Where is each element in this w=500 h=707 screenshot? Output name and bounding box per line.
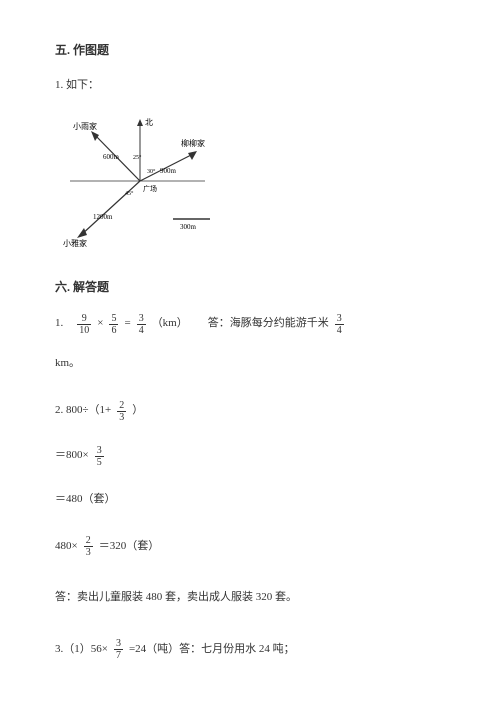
q2-line4: 480× 23 ＝320（套） [55,535,445,558]
node-dist: 900m [160,167,177,175]
q2-line1: 2. 800÷（1+ 23 ） [55,400,445,423]
q2-line3: ＝480（套） [55,490,445,510]
node-dist: 1200m [93,213,113,221]
section-5-title: 五. 作图题 [55,40,445,62]
node-label: 小雅家 [63,238,87,248]
s5-q1-label: 1. 如下： [55,76,445,96]
q2-answer: 答：卖出儿童服装 480 套，卖出成人服装 320 套。 [55,588,445,608]
north-label: 北 [145,118,153,127]
node-angle: 45° [125,190,134,197]
node-dist: 600m [103,153,120,161]
drawing-diagram: 北 小雨家 600m 25° 柳柳家 900m 30° 小雅家 1200m 45… [55,111,225,251]
node-label: 柳柳家 [181,138,205,148]
q2-line2: ＝800× 35 [55,445,445,468]
section-6-title: 六. 解答题 [55,277,445,299]
scale-label: 300m [180,223,197,231]
center-label: 广场 [143,184,157,193]
node-angle: 25° [133,154,142,161]
node-angle: 30° [147,168,156,175]
q1-line: 1. 910 × 56 = 34 （km） 答：海豚每分约能游千米 34 [55,313,445,336]
q3-line: 3.（1）56× 37 =24（吨）答：七月份用水 24 吨； [55,638,445,661]
q1-suffix: km。 [55,354,445,374]
node-label: 小雨家 [73,121,97,131]
